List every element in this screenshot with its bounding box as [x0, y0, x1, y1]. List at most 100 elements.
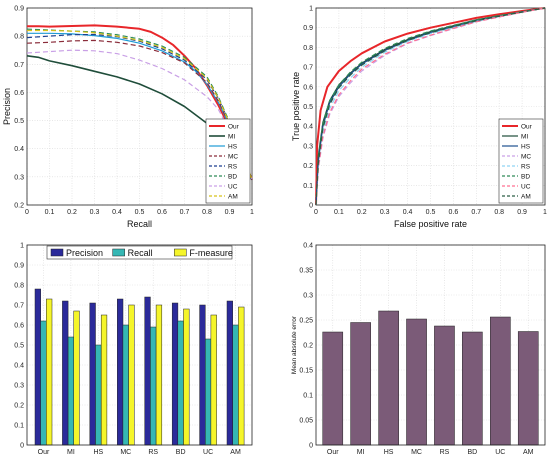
y-tick-label: 0.1	[303, 183, 313, 190]
bar-f-measure-our	[46, 298, 53, 446]
y-tick-label: 0.3	[14, 383, 24, 390]
y-tick-label: 0.05	[299, 418, 313, 425]
legend-label: AM	[521, 193, 531, 200]
x-tick-label: 0.7	[180, 209, 190, 216]
y-tick-label: 0.35	[299, 268, 313, 275]
x-tick-label: RS	[148, 449, 158, 456]
x-tick-label: 0.1	[334, 209, 344, 216]
bar-precision-our	[34, 288, 41, 446]
x-tick-label: Our	[327, 449, 339, 456]
bar-f-measure-uc	[210, 314, 217, 446]
legend-label: MI	[521, 133, 528, 140]
x-tick-label: 0.6	[449, 209, 459, 216]
legend-label: Our	[228, 123, 240, 130]
bar-am	[517, 331, 539, 446]
series-line-am	[315, 7, 546, 206]
bar-rs	[434, 325, 455, 446]
y-tick-label: 0.5	[14, 343, 24, 350]
y-axis-label: True positive rate	[291, 72, 301, 141]
y-tick-label: 0	[20, 443, 24, 450]
legend-swatch	[50, 248, 64, 257]
y-tick-label: 1	[309, 6, 313, 13]
bar-mi	[350, 322, 371, 446]
y-tick-label: 0.7	[303, 65, 313, 72]
bar-f-measure-mc	[128, 304, 135, 446]
x-tick-label: 0	[314, 209, 318, 216]
y-tick-label: 0.5	[14, 118, 24, 125]
y-tick-label: 0.4	[14, 146, 24, 153]
y-tick-label: 0	[309, 203, 313, 210]
legend-label: Precision	[66, 248, 103, 258]
x-tick-label: BD	[176, 449, 186, 456]
x-tick-label: HS	[93, 449, 103, 456]
y-tick-label: 0.2	[14, 203, 24, 210]
x-tick-label: HS	[384, 449, 394, 456]
plot-frame	[26, 7, 253, 206]
series-line-our	[315, 7, 546, 206]
x-tick-label: 1	[543, 209, 547, 216]
x-tick-label: 0.5	[135, 209, 145, 216]
x-tick-label: 0.8	[202, 209, 212, 216]
bar-precision-mc	[117, 298, 124, 446]
chart-3: 0 0.1 0.2 0.3 0.4 0.5 0.6 0.7 0.8 0.9 1 Our MI HS MC RS…	[14, 243, 253, 456]
plot-frame	[26, 244, 253, 446]
x-tick-label: 0.7	[471, 209, 481, 216]
x-tick-label: MC	[411, 449, 422, 456]
x-tick-label: 0.3	[380, 209, 390, 216]
bar-hs	[378, 310, 399, 446]
legend-label: RS	[521, 163, 531, 170]
x-tick-label: 0.2	[357, 209, 367, 216]
bar-f-measure-hs	[100, 314, 108, 446]
x-tick-label: MI	[67, 449, 75, 456]
legend-label: AM	[228, 193, 238, 200]
legend-label: Recall	[128, 248, 153, 258]
legend-label: Our	[521, 123, 533, 130]
series-line-our	[27, 24, 253, 181]
legend-label: HS	[521, 143, 531, 150]
x-tick-label: 0.6	[157, 209, 167, 216]
x-tick-label: 0.2	[67, 209, 77, 216]
legend-label: MC	[228, 153, 238, 160]
x-tick-label: 0.4	[403, 209, 413, 216]
bar-recall-mi	[67, 336, 75, 446]
legend-label: UC	[228, 183, 238, 190]
y-tick-label: 0.3	[303, 293, 313, 300]
x-tick-label: 0.8	[494, 209, 504, 216]
y-tick-label: 0.2	[303, 343, 313, 350]
y-tick-label: 0.8	[14, 283, 24, 290]
x-tick-label: MC	[120, 449, 131, 456]
x-tick-label: 0.5	[426, 209, 436, 216]
y-tick-label: 0.9	[14, 263, 24, 270]
bar-precision-mi	[62, 300, 69, 446]
legend-label: HS	[228, 143, 238, 150]
y-tick-label: 0.5	[303, 104, 313, 111]
bar-our	[322, 331, 344, 446]
x-tick-label: 0	[25, 209, 29, 216]
bar-f-measure-rs	[155, 304, 163, 446]
x-tick-label: 0.9	[225, 209, 235, 216]
bar-recall-am	[232, 324, 239, 446]
bar-mc	[406, 318, 427, 446]
bar-precision-uc	[199, 304, 206, 446]
x-tick-label: BD	[468, 449, 478, 456]
bar-recall-mc	[122, 324, 129, 446]
y-tick-label: 0	[309, 443, 313, 450]
bar-recall-our	[40, 320, 47, 446]
legend-label: F-measure	[189, 248, 233, 258]
plot-frame	[315, 244, 546, 446]
legend-box	[498, 118, 544, 204]
bar-precision-hs	[89, 302, 96, 446]
y-tick-label: 0.3	[303, 143, 313, 150]
x-tick-label: 0.3	[90, 209, 100, 216]
y-tick-label: 0.1	[14, 423, 24, 430]
series-line-uc	[26, 49, 253, 180]
x-tick-label: UC	[203, 449, 213, 456]
chart-1: 0 0.1 0.2 0.3 0.4 0.5 0.6 0.7 0.8 0.9 1 0.2 0.3 0.4 0.…	[2, 6, 254, 230]
bar-bd	[462, 331, 483, 446]
legend-label: MI	[228, 133, 235, 140]
legend-box	[205, 118, 251, 204]
y-tick-label: 0.15	[299, 368, 313, 375]
y-tick-label: 0.6	[14, 90, 24, 97]
legend-label: BD	[228, 173, 237, 180]
y-tick-label: 0.8	[14, 34, 24, 41]
